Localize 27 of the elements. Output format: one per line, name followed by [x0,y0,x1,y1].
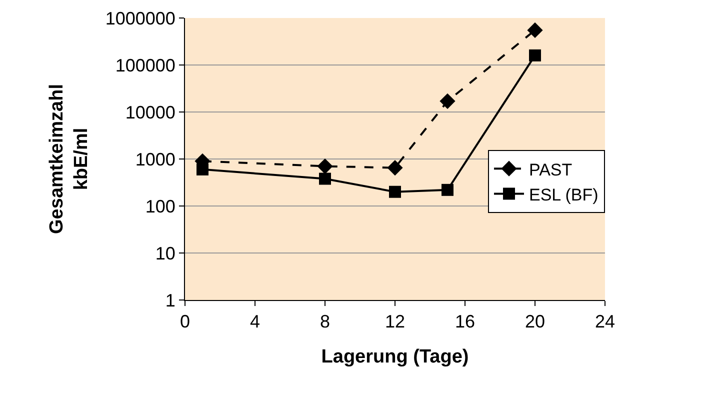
y-tick-label: 1000 [135,149,176,170]
y-tick-label: 1 [165,290,176,310]
y-axis-title: Gesamtkeimzahl kbE/ml [46,84,92,234]
y-tick-label: 100 [145,196,176,216]
point [319,172,331,185]
point [442,184,454,196]
legend-label: PAST [529,160,572,180]
x-tick-label: 0 [180,312,190,332]
point [196,163,208,176]
point [529,49,541,62]
y-tick-label: 1000000 [105,8,176,28]
y-tick-label: 10000 [125,102,176,122]
y-tick-label: 10 [155,243,176,264]
x-axis-title: Lagerung (Tage) [321,346,469,368]
point [389,186,401,198]
point [527,22,543,38]
x-tick-label: 16 [454,312,476,332]
x-tick-label: 8 [320,312,330,332]
x-tick-label: 24 [594,312,616,332]
x-tick-label: 20 [524,312,546,332]
point [440,93,456,109]
point [387,160,403,176]
y-tick-label: 100000 [115,55,176,76]
x-tick-label: 4 [250,312,260,332]
x-tick-label: 12 [384,312,406,332]
point [317,158,333,174]
legend-label: ESL (BF) [529,185,598,204]
